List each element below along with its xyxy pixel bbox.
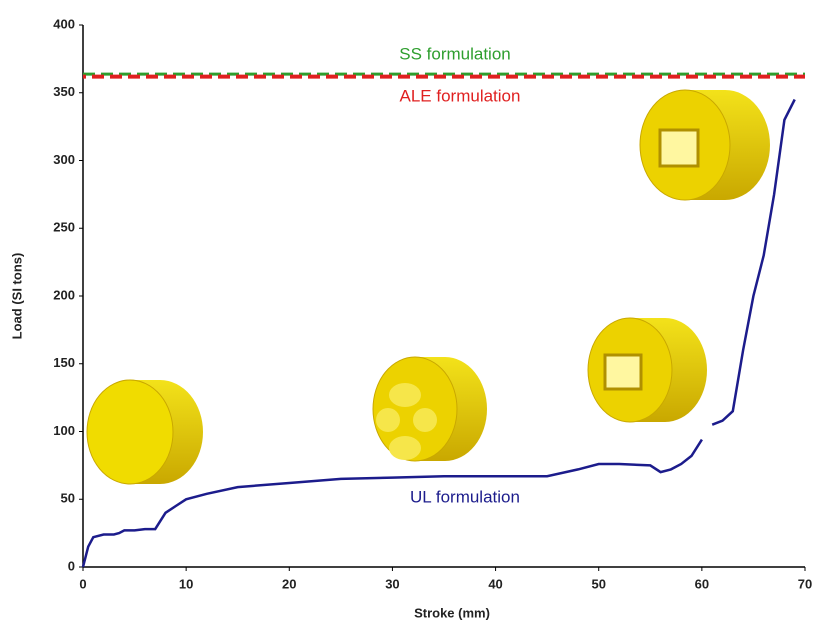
y-tick-label: 150 [53, 355, 75, 370]
series-label: UL formulation [410, 487, 520, 506]
y-tick-label: 0 [68, 558, 75, 573]
x-tick-label: 60 [695, 576, 709, 591]
series-label: ALE formulation [400, 86, 521, 105]
cylinder-icon [588, 318, 707, 422]
cylinder-icon [373, 357, 487, 461]
x-tick-label: 0 [79, 576, 86, 591]
y-tick-label: 250 [53, 220, 75, 235]
x-tick-label: 20 [282, 576, 296, 591]
cylinder-icon [87, 380, 203, 484]
x-tick-label: 50 [591, 576, 605, 591]
y-tick-label: 100 [53, 423, 75, 438]
series-label: SS formulation [399, 44, 511, 63]
y-axis-title: Load (SI tons) [9, 253, 24, 340]
x-tick-label: 10 [179, 576, 193, 591]
chart: Stroke (mm) Load (SI tons) 0501001502002… [0, 0, 820, 630]
y-tick-label: 50 [61, 491, 75, 506]
x-tick-label: 40 [488, 576, 502, 591]
x-tick-label: 70 [798, 576, 812, 591]
y-tick-label: 300 [53, 152, 75, 167]
y-tick-label: 400 [53, 16, 75, 31]
x-tick-label: 30 [385, 576, 399, 591]
y-tick-label: 200 [53, 287, 75, 302]
x-axis-title: Stroke (mm) [414, 605, 490, 620]
y-tick-label: 350 [53, 84, 75, 99]
cylinder-icon [640, 90, 770, 200]
